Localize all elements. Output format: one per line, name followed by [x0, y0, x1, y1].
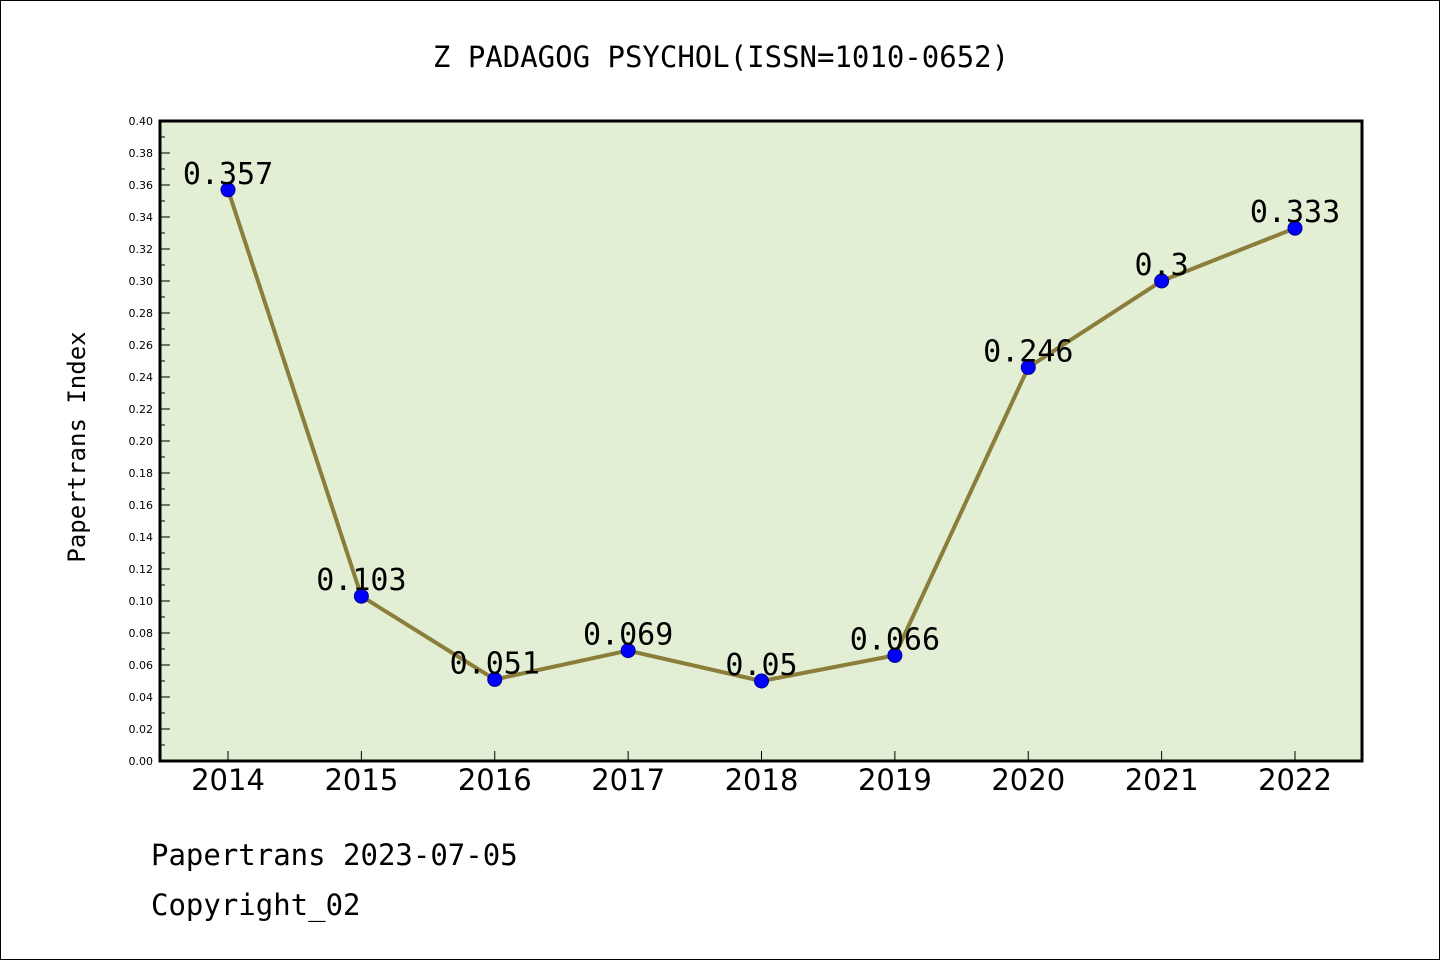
data-point: [754, 673, 769, 689]
y-tick-label: 0.38: [129, 147, 154, 160]
data-labels: 0.357 0.103 0.051 0.069 0.05 0.066 0.246 0.3 0.3…: [183, 157, 1340, 683]
y-tick-label: 0.32: [129, 243, 154, 256]
data-label: 0.069: [583, 618, 673, 653]
x-axis: 2014 2015 2016 2017 2018 2019 2020 2021 2022: [191, 751, 1332, 797]
y-axis: 0.00 0.02 0.04 0.06 0.08 0.10 0.12 0.14 0.16 0.18…: [129, 115, 170, 768]
y-tick-label: 0.00: [129, 755, 154, 768]
y-tick-label: 0.28: [129, 307, 154, 320]
data-point: [1287, 220, 1303, 236]
y-tick-label: 0.06: [129, 659, 154, 672]
y-tick-label: 0.10: [129, 595, 154, 608]
data-label: 0.05: [725, 648, 797, 683]
y-tick-label: 0.14: [129, 531, 154, 544]
data-label: 0.051: [450, 646, 540, 681]
data-point: [1154, 273, 1170, 289]
data-points: [220, 182, 1303, 689]
y-tick-label: 0.04: [129, 691, 154, 704]
y-tick-label: 0.24: [129, 371, 154, 384]
x-tick-label: 2016: [458, 763, 532, 797]
data-label: 0.066: [850, 622, 940, 657]
x-tick-label: 2014: [191, 763, 265, 797]
x-tick-label: 2018: [725, 763, 799, 797]
y-tick-label: 0.34: [129, 211, 154, 224]
data-point: [353, 588, 369, 604]
x-tick-label: 2021: [1125, 763, 1199, 797]
data-point: [887, 647, 903, 663]
y-tick-label: 0.18: [129, 467, 154, 480]
data-label: 0.103: [316, 563, 406, 598]
data-label: 0.246: [983, 334, 1073, 369]
data-point: [220, 182, 236, 198]
y-tick-label: 0.20: [129, 435, 154, 448]
y-tick-label: 0.22: [129, 403, 154, 416]
y-tick-label: 0.40: [129, 115, 154, 128]
y-tick-label: 0.02: [129, 723, 154, 736]
footer-copyright: Copyright_02: [151, 888, 361, 923]
x-tick-label: 2022: [1258, 763, 1332, 797]
y-axis-label: Papertrans Index: [63, 331, 91, 562]
plot-border: [158, 119, 1364, 763]
chart-title: Z PADAGOG PSYCHOL(ISSN=1010-0652): [433, 40, 1009, 74]
y-tick-label: 0.30: [129, 275, 154, 288]
data-point: [620, 643, 636, 659]
plot-area: [160, 121, 1362, 761]
y-tick-label: 0.12: [129, 563, 154, 576]
y-tick-label: 0.16: [129, 499, 154, 512]
data-point: [1020, 359, 1036, 375]
x-tick-label: 2020: [991, 763, 1065, 797]
footer-date: Papertrans 2023-07-05: [151, 838, 518, 872]
y-tick-label: 0.26: [129, 339, 154, 352]
data-point: [487, 671, 503, 687]
y-tick-label: 0.36: [129, 179, 154, 192]
data-label: 0.357: [183, 157, 273, 192]
x-tick-label: 2015: [324, 763, 398, 797]
x-tick-label: 2017: [591, 763, 665, 797]
x-tick-label: 2019: [858, 763, 932, 797]
data-label: 0.3: [1135, 248, 1189, 283]
y-tick-label: 0.08: [129, 627, 154, 640]
data-label: 0.333: [1250, 195, 1340, 230]
